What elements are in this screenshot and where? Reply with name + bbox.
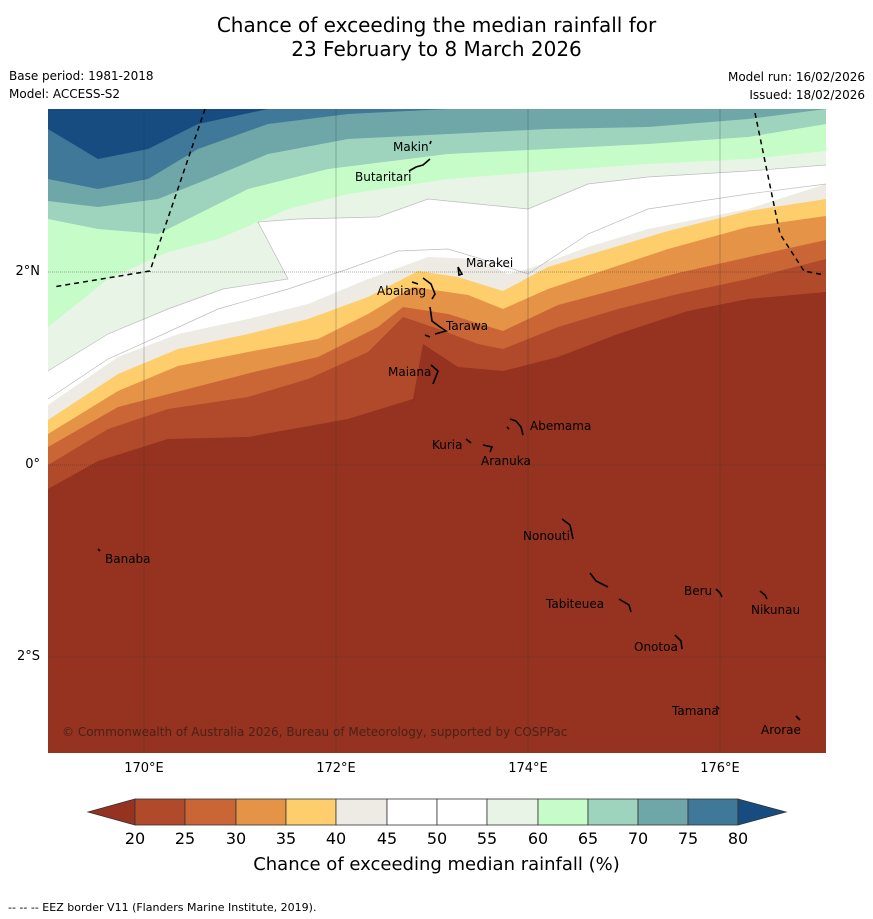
colorbar-segment <box>335 798 388 826</box>
place-label: Tabiteuea <box>545 597 604 611</box>
colorbar-segment <box>486 798 539 826</box>
colorbar-segment <box>436 798 488 826</box>
colorbar-tick: 50 <box>426 829 448 848</box>
place-label: Kuria <box>432 438 463 452</box>
lat-label-0: 0° <box>25 457 40 472</box>
place-label: Nikunau <box>751 603 800 617</box>
lon-label-172e: 172°E <box>316 761 356 776</box>
colorbar-tick: 75 <box>677 829 699 848</box>
place-label: Makin <box>393 140 429 154</box>
colorbar-title: Chance of exceeding median rainfall (%) <box>253 854 620 875</box>
grid-lines <box>143 109 721 753</box>
map-title-line1: Chance of exceeding the median rainfall … <box>216 13 657 37</box>
lon-label-176e: 176°E <box>700 761 740 776</box>
issued-date: Issued: 18/02/2026 <box>749 88 865 102</box>
place-label: Maiana <box>388 365 431 379</box>
colorbar-tick: 80 <box>727 829 749 848</box>
colorbar-segment <box>184 798 237 826</box>
place-label: Marakei <box>466 256 513 270</box>
colorbar <box>86 798 788 826</box>
place-label: Tarawa <box>445 319 488 333</box>
lat-lines <box>48 271 826 658</box>
band-below-20 <box>48 292 826 753</box>
colorbar-segment <box>285 798 337 826</box>
colorbar-segment <box>737 798 788 826</box>
rainfall-map: Makin Butaritari Marakei Abaiang Tarawa … <box>48 109 826 753</box>
eez-border <box>52 109 825 288</box>
colorbar-tick: 40 <box>325 829 347 848</box>
colorbar-segment <box>386 798 438 826</box>
model-run-date: Model run: 16/02/2026 <box>727 70 865 84</box>
lat-label-2s: 2°S <box>16 649 40 664</box>
place-label: Abemama <box>530 419 591 433</box>
place-label: Arorae <box>761 723 801 737</box>
place-label: Banaba <box>105 552 151 566</box>
base-period: Base period: 1981-2018 <box>9 69 154 83</box>
copyright-notice: © Commonwealth of Australia 2026, Bureau… <box>62 725 567 739</box>
colorbar-segment <box>637 798 689 826</box>
place-label: Tamana <box>671 704 719 718</box>
contour-lines <box>48 164 826 400</box>
place-label: Butaritari <box>355 170 412 184</box>
colorbar-tick: 70 <box>627 829 649 848</box>
colorbar-segment <box>687 798 739 826</box>
colorbar-tick: 25 <box>174 829 196 848</box>
place-label: Abaiang <box>377 284 426 298</box>
lon-label-174e: 174°E <box>508 761 548 776</box>
lon-label-170e: 170°E <box>124 761 164 776</box>
colorbar-segment <box>134 798 186 826</box>
colorbar-tick: 45 <box>376 829 398 848</box>
colorbar-tick: 55 <box>476 829 498 848</box>
place-label: Nonouti <box>523 529 570 543</box>
colorbar-segment <box>537 798 589 826</box>
place-label: Beru <box>684 584 712 598</box>
colorbar-tick: 35 <box>275 829 297 848</box>
colorbar-tick: 60 <box>527 829 549 848</box>
colorbar-segment <box>235 798 287 826</box>
place-label: Aranuka <box>481 454 531 468</box>
colorbar-tick: 30 <box>225 829 247 848</box>
model-name: Model: ACCESS-S2 <box>9 87 121 101</box>
colorbar-tick: 65 <box>577 829 599 848</box>
colorbar-tick: 20 <box>124 829 146 848</box>
island-outlines <box>97 140 801 721</box>
colorbar-segment <box>86 798 136 826</box>
lat-label-2n: 2°N <box>15 264 41 279</box>
eez-footnote: -- -- -- EEZ border V11 (Flanders Marine… <box>8 901 317 914</box>
map-title-line2: 23 February to 8 March 2026 <box>291 37 582 61</box>
colorbar-segment <box>587 798 639 826</box>
place-labels: Makin Butaritari Marakei Abaiang Tarawa … <box>105 140 801 737</box>
place-label: Onotoa <box>634 640 678 654</box>
